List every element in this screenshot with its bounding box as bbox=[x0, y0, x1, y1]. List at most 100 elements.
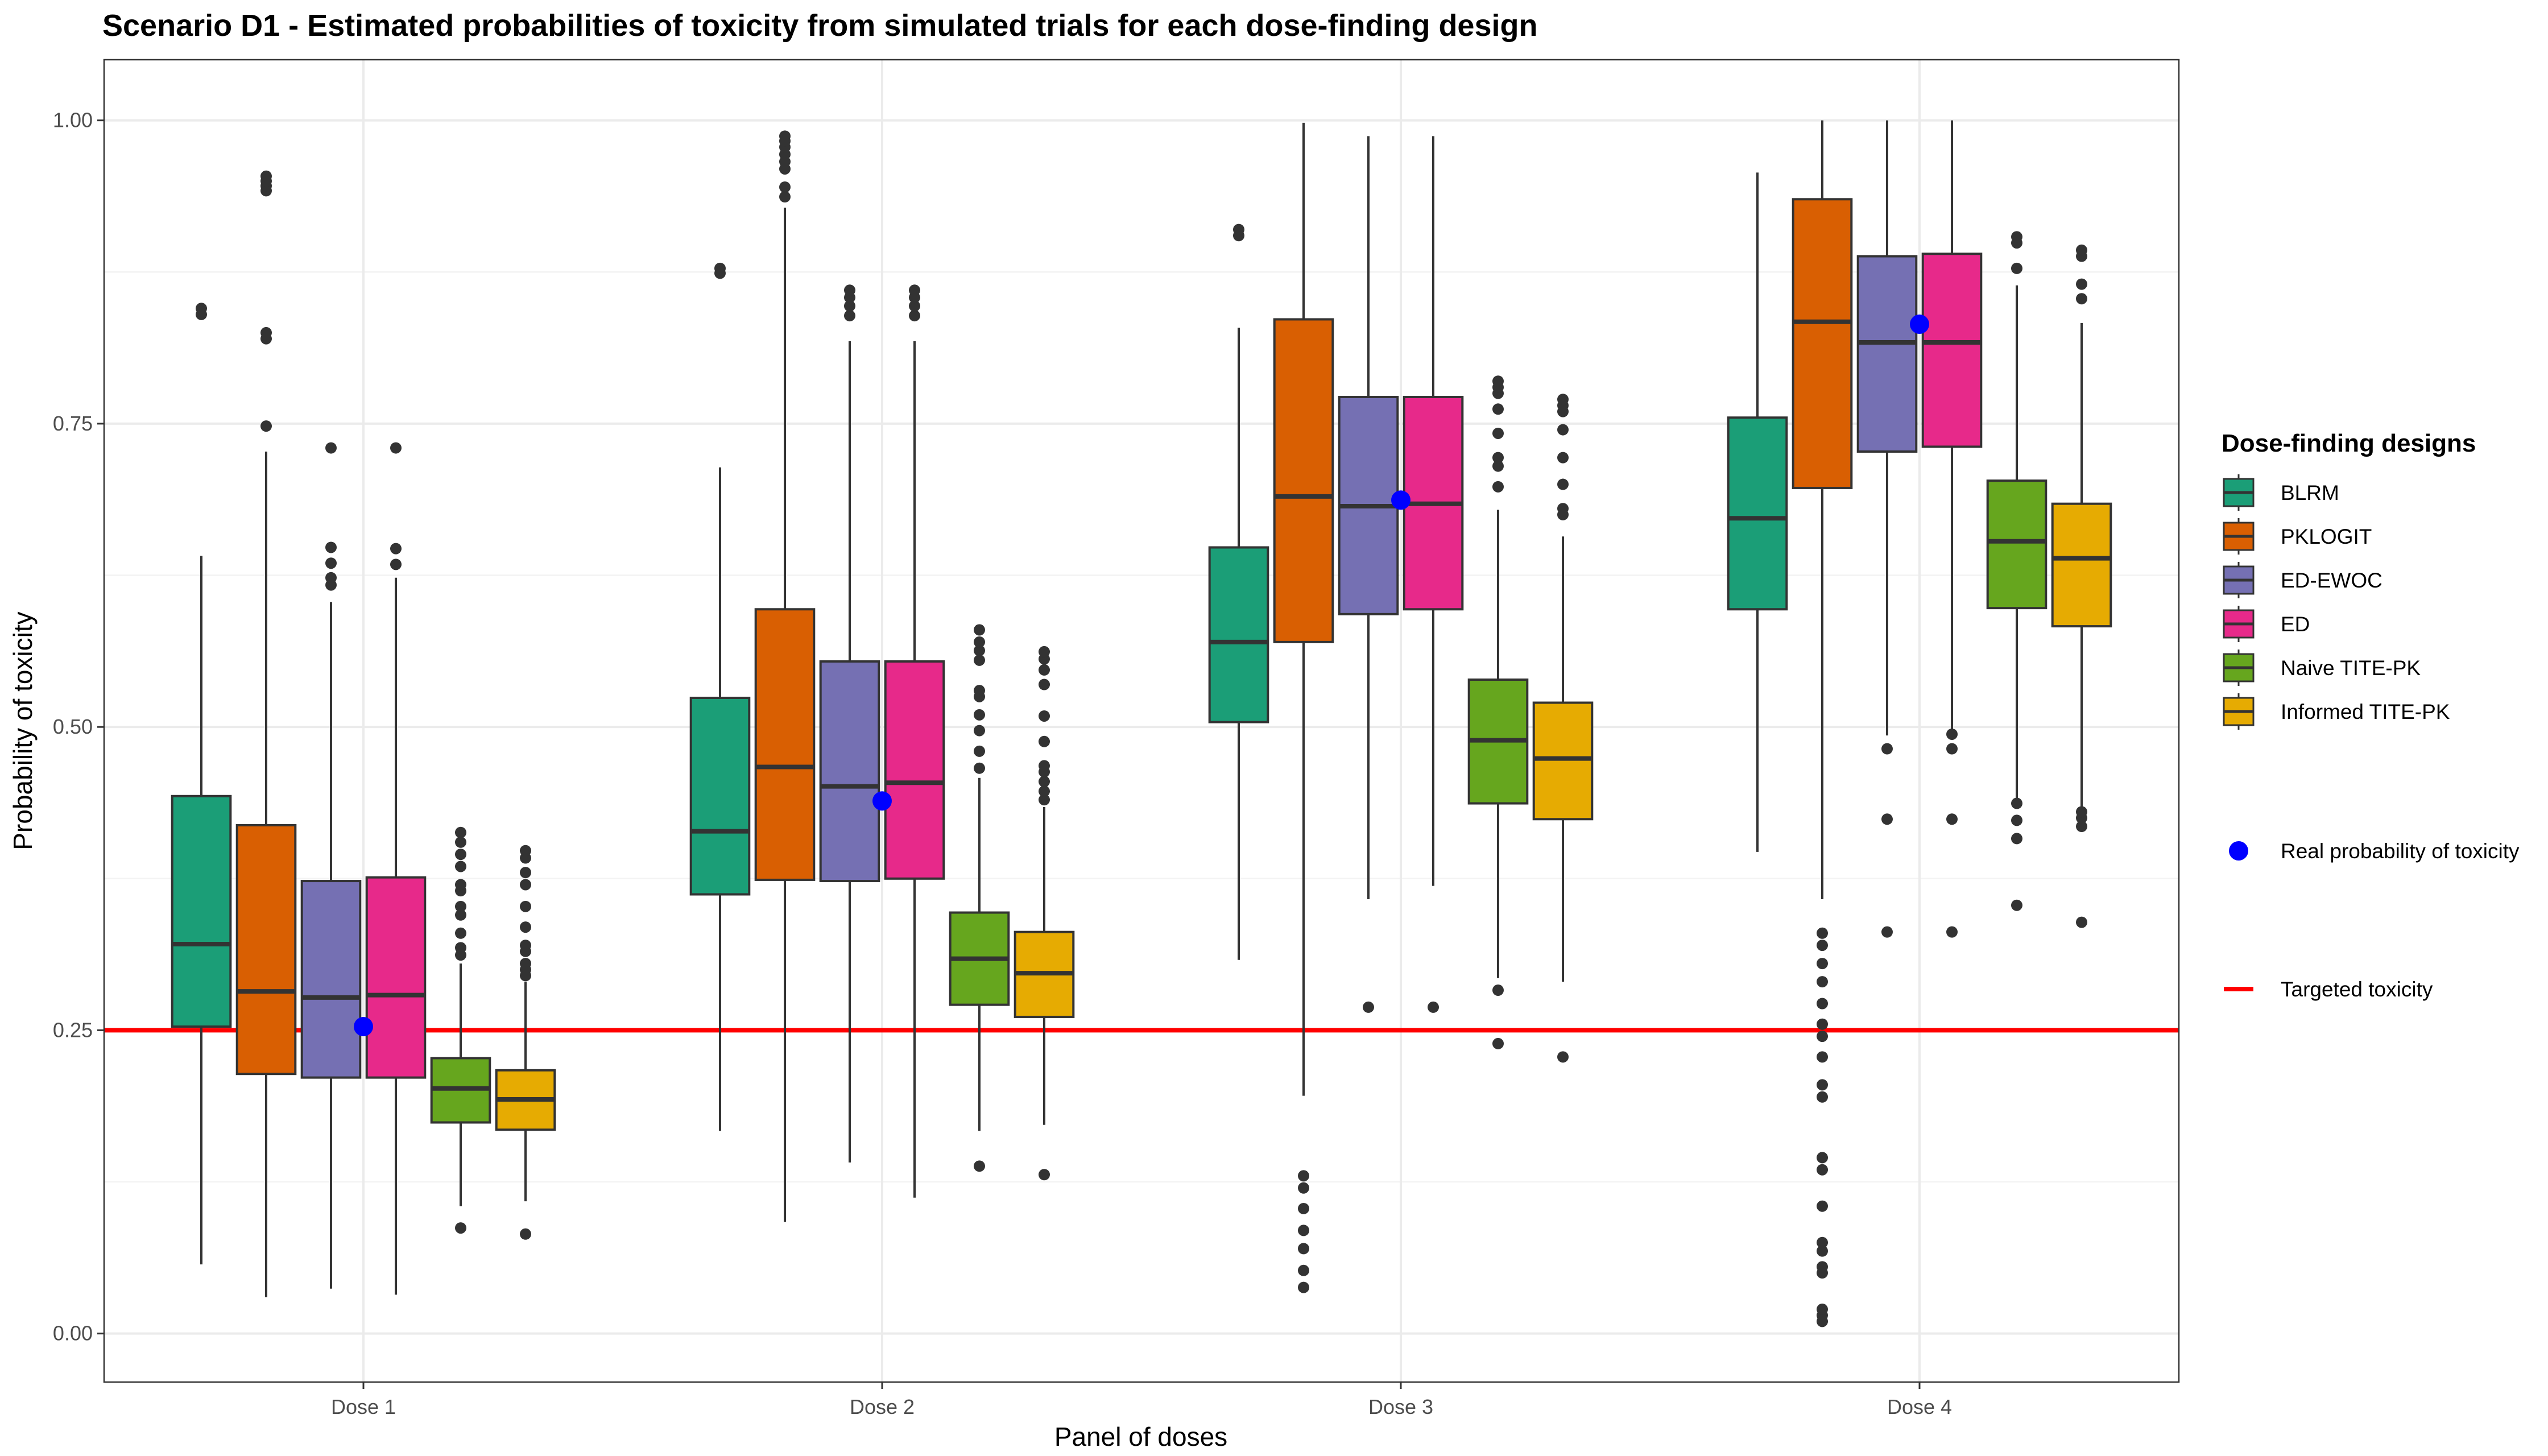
outlier-point bbox=[1492, 460, 1504, 472]
boxplot bbox=[689, 262, 751, 1131]
outlier-point bbox=[2011, 814, 2022, 826]
boxplot bbox=[1792, 120, 1853, 1327]
outlier-point bbox=[1817, 940, 1828, 952]
outlier-point bbox=[1039, 785, 1050, 797]
boxplot bbox=[235, 170, 297, 1297]
outlier-point bbox=[1363, 1001, 1374, 1013]
outlier-point bbox=[2076, 293, 2087, 305]
outlier-point bbox=[520, 1228, 531, 1240]
outlier-point bbox=[1298, 1243, 1309, 1255]
box bbox=[300, 880, 362, 1079]
outlier-point bbox=[455, 861, 466, 872]
outlier-point bbox=[1039, 664, 1050, 676]
outlier-point bbox=[1817, 998, 1828, 1010]
outlier-point bbox=[520, 958, 531, 970]
chart-title: Scenario D1 - Estimated probabilities of… bbox=[102, 9, 1537, 43]
outlier-point bbox=[1039, 760, 1050, 772]
outlier-point bbox=[260, 420, 272, 432]
x-tick-label: Dose 2 bbox=[850, 1395, 915, 1418]
outlier-point bbox=[1817, 1079, 1828, 1091]
outlier-point bbox=[844, 300, 855, 312]
outlier-point bbox=[455, 849, 466, 861]
boxplot bbox=[1014, 646, 1075, 1181]
outlier-point bbox=[520, 867, 531, 879]
outlier-point bbox=[974, 1160, 985, 1172]
outlier-point bbox=[1298, 1202, 1309, 1214]
outlier-point bbox=[1881, 926, 1893, 938]
legend-item-real: Real probability of toxicity bbox=[2229, 839, 2520, 863]
outlier-point bbox=[1817, 1031, 1828, 1043]
boxplot bbox=[1338, 136, 1399, 1013]
boxplot bbox=[1208, 224, 1269, 960]
outlier-point bbox=[779, 191, 791, 203]
boxplot bbox=[495, 845, 556, 1240]
legend-label: Targeted toxicity bbox=[2281, 978, 2433, 1001]
legend-item: PKLOGIT bbox=[2223, 518, 2372, 555]
boxplot bbox=[2051, 244, 2112, 928]
outlier-point bbox=[390, 559, 402, 570]
boxplot bbox=[300, 442, 362, 1289]
boxplot bbox=[1532, 394, 1594, 1063]
outlier-point bbox=[1946, 926, 1958, 938]
outlier-point bbox=[455, 879, 466, 891]
box bbox=[1208, 546, 1269, 723]
outlier-point bbox=[1298, 1264, 1309, 1276]
outlier-point bbox=[974, 709, 985, 721]
outlier-point bbox=[1817, 1091, 1828, 1103]
boxplot bbox=[1727, 172, 1788, 852]
outlier-point bbox=[1946, 813, 1958, 825]
outlier-point bbox=[520, 900, 531, 912]
outlier-point bbox=[909, 284, 920, 296]
outlier-point bbox=[1428, 1001, 1439, 1013]
outlier-point bbox=[2076, 806, 2087, 818]
outlier-point bbox=[455, 826, 466, 838]
outlier-point bbox=[1298, 1170, 1309, 1182]
outlier-point bbox=[1817, 1261, 1828, 1273]
outlier-point bbox=[455, 836, 466, 848]
outlier-point bbox=[2076, 821, 2087, 833]
legend-label: BLRM bbox=[2281, 481, 2339, 504]
legend-label: Naive TITE-PK bbox=[2281, 656, 2421, 680]
outlier-point bbox=[1817, 1152, 1828, 1164]
box bbox=[1792, 198, 1853, 489]
outlier-point bbox=[1557, 478, 1569, 490]
outlier-point bbox=[2011, 899, 2022, 911]
box-layer bbox=[171, 120, 2112, 1327]
y-tick-label: 0.00 bbox=[53, 1322, 93, 1345]
legend-item: BLRM bbox=[2223, 474, 2339, 511]
box bbox=[365, 876, 427, 1079]
boxplot bbox=[430, 826, 491, 1234]
outlier-point bbox=[2076, 278, 2087, 290]
outlier-point bbox=[1817, 927, 1828, 939]
outlier-point bbox=[2011, 797, 2022, 809]
outlier-point bbox=[325, 557, 337, 569]
outlier-point bbox=[455, 909, 466, 921]
outlier-point bbox=[1492, 427, 1504, 439]
outlier-point bbox=[1817, 1164, 1828, 1176]
box bbox=[754, 608, 816, 881]
boxplot bbox=[365, 442, 427, 1295]
box bbox=[689, 696, 751, 896]
outlier-point bbox=[1946, 743, 1958, 755]
boxplot bbox=[1467, 375, 1529, 1049]
x-tick-label: Dose 1 bbox=[331, 1395, 396, 1418]
legend-label: ED bbox=[2281, 613, 2310, 636]
outlier-point bbox=[1817, 958, 1828, 970]
boxplot bbox=[949, 624, 1010, 1172]
outlier-point bbox=[520, 940, 531, 952]
legend-label: PKLOGIT bbox=[2281, 525, 2372, 548]
outlier-point bbox=[974, 762, 985, 774]
boxplot bbox=[1986, 231, 2048, 911]
outlier-point bbox=[325, 442, 337, 454]
x-axis-title: Panel of doses bbox=[1054, 1422, 1227, 1451]
y-axis-title: Probability of toxicity bbox=[8, 611, 38, 850]
y-tick-label: 1.00 bbox=[53, 109, 93, 132]
outlier-point bbox=[2076, 244, 2087, 256]
outlier-point bbox=[2011, 833, 2022, 845]
outlier-point bbox=[1881, 743, 1893, 755]
outlier-point bbox=[1039, 710, 1050, 722]
box bbox=[1727, 416, 1788, 611]
legend-item: Informed TITE-PK bbox=[2223, 693, 2450, 730]
axis-layer: 0.00 0.25 0.50 0.75 1.00 Dose 1 Dose 2 Dose 3 Do… bbox=[53, 109, 1952, 1418]
outlier-point bbox=[844, 310, 855, 322]
